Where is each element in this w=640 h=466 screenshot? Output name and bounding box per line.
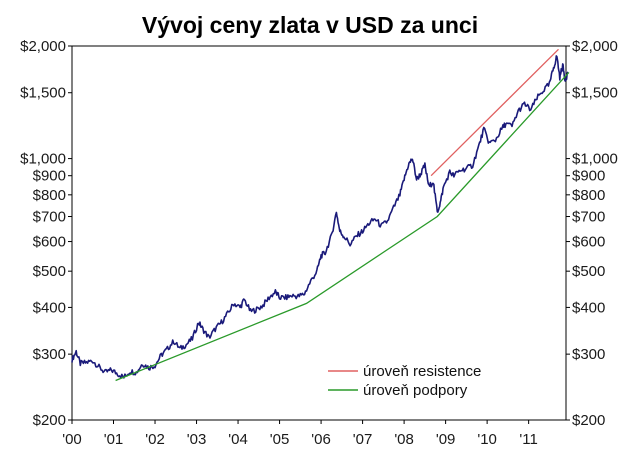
resistance-line	[430, 48, 559, 177]
gold-price-line	[71, 55, 569, 379]
y-tick-label-left: $2,000	[20, 38, 66, 55]
y-tick-label-left: $1,500	[20, 85, 66, 102]
y-tick-label-left: $700	[33, 209, 66, 226]
y-tick-label-left: $300	[33, 346, 66, 363]
legend: úroveň resistence úroveň podpory	[328, 363, 481, 399]
y-tick-label-left: $800	[33, 187, 66, 204]
y-tick-label-right: $400	[572, 299, 605, 316]
series-lines	[71, 48, 570, 382]
y-tick-label-right: $2,000	[572, 38, 618, 55]
y-tick-label-right: $200	[572, 412, 605, 429]
y-tick-label-right: $900	[572, 168, 605, 185]
y-tick-label-left: $600	[33, 234, 66, 251]
x-tick-label: '02	[145, 431, 165, 448]
chart-title: Vývoj ceny zlata v USD za unci	[141, 12, 479, 38]
y-tick-label-left: $1,000	[20, 151, 66, 168]
x-tick-label: '03	[187, 431, 207, 448]
x-tick-label: '11	[519, 431, 537, 448]
x-tick-label: '05	[270, 431, 290, 448]
legend-resistance-label: úroveň resistence	[363, 363, 481, 380]
x-tick-label: '07	[353, 431, 373, 448]
plot-frame	[71, 45, 567, 421]
x-tick-label: '04	[228, 431, 248, 448]
y-tick-label-right: $700	[572, 209, 605, 226]
x-tick-label: '08	[394, 431, 414, 448]
support-line	[115, 71, 570, 382]
x-tick-label: '06	[311, 431, 331, 448]
legend-support-label: úroveň podpory	[363, 382, 468, 399]
y-tick-label-left: $500	[33, 263, 66, 280]
axes: $2,000 $2,000$1,500 $1,500$1,000 $1,000$900…	[20, 38, 618, 448]
y-tick-label-right: $500	[572, 263, 605, 280]
x-tick-label: '09	[436, 431, 456, 448]
y-tick-label-right: $1,500	[572, 85, 618, 102]
y-tick-label-right: $300	[572, 346, 605, 363]
y-tick-label-right: $800	[572, 187, 605, 204]
x-tick-label: '10	[477, 431, 497, 448]
y-tick-label-right: $600	[572, 234, 605, 251]
y-tick-label-left: $400	[33, 299, 66, 316]
x-tick-label: '01	[104, 431, 124, 448]
y-tick-label-left: $900	[33, 168, 66, 185]
y-tick-label-left: $200	[33, 412, 66, 429]
x-tick-label: '00	[62, 431, 82, 448]
y-tick-label-right: $1,000	[572, 151, 618, 168]
